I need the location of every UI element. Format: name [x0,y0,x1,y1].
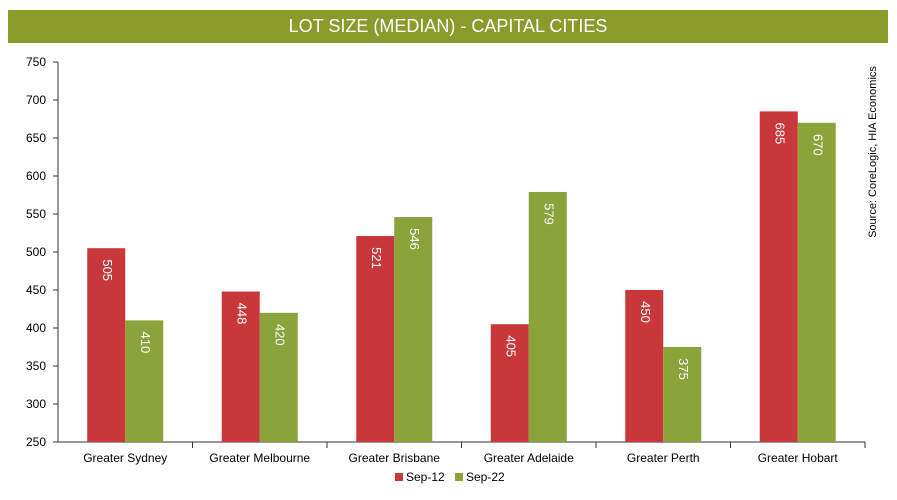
data-label: 420 [272,324,287,346]
y-tick-label: 500 [26,245,46,259]
data-label: 375 [676,358,691,380]
bar [221,291,260,442]
y-tick-label: 700 [26,93,46,107]
bar [394,217,433,442]
bar [356,236,395,442]
data-label: 685 [772,123,787,145]
chart-title: LOT SIZE (MEDIAN) - CAPITAL CITIES [8,10,888,43]
bar [759,111,798,443]
data-label: 505 [100,259,115,281]
y-tick-label: 350 [26,359,46,373]
x-tick-label: Greater Hobart [758,451,839,465]
bar [663,347,702,442]
x-tick-label: Greater Brisbane [349,451,441,465]
data-label: 579 [541,203,556,225]
bar [528,191,567,442]
y-tick-label: 400 [26,321,46,335]
legend-swatch [395,473,403,481]
y-tick-label: 450 [26,283,46,297]
data-label: 410 [138,332,153,354]
bar [87,248,126,442]
y-tick-label: 300 [26,397,46,411]
y-tick-label: 600 [26,169,46,183]
data-label: 405 [503,335,518,357]
source-note: Source: CoreLogic, HIA Economics [867,66,879,238]
y-tick-label: 550 [26,207,46,221]
data-label: 670 [810,134,825,156]
x-tick-label: Greater Melbourne [209,451,310,465]
y-tick-label: 750 [26,55,46,69]
bar [625,290,664,442]
bar [490,324,529,442]
x-tick-label: Greater Adelaide [484,451,574,465]
data-label: 450 [638,301,653,323]
bar [259,312,298,442]
bar [125,320,164,442]
x-tick-label: Greater Sydney [83,451,167,465]
data-label: 521 [369,247,384,269]
y-tick-label: 250 [26,435,46,449]
legend-label: Sep-22 [466,470,505,484]
legend-label: Sep-12 [406,470,445,484]
y-tick-label: 650 [26,131,46,145]
x-tick-label: Greater Perth [627,451,700,465]
data-label: 546 [407,228,422,250]
data-label: 448 [234,303,249,325]
legend-swatch [455,473,463,481]
bar [797,122,836,443]
